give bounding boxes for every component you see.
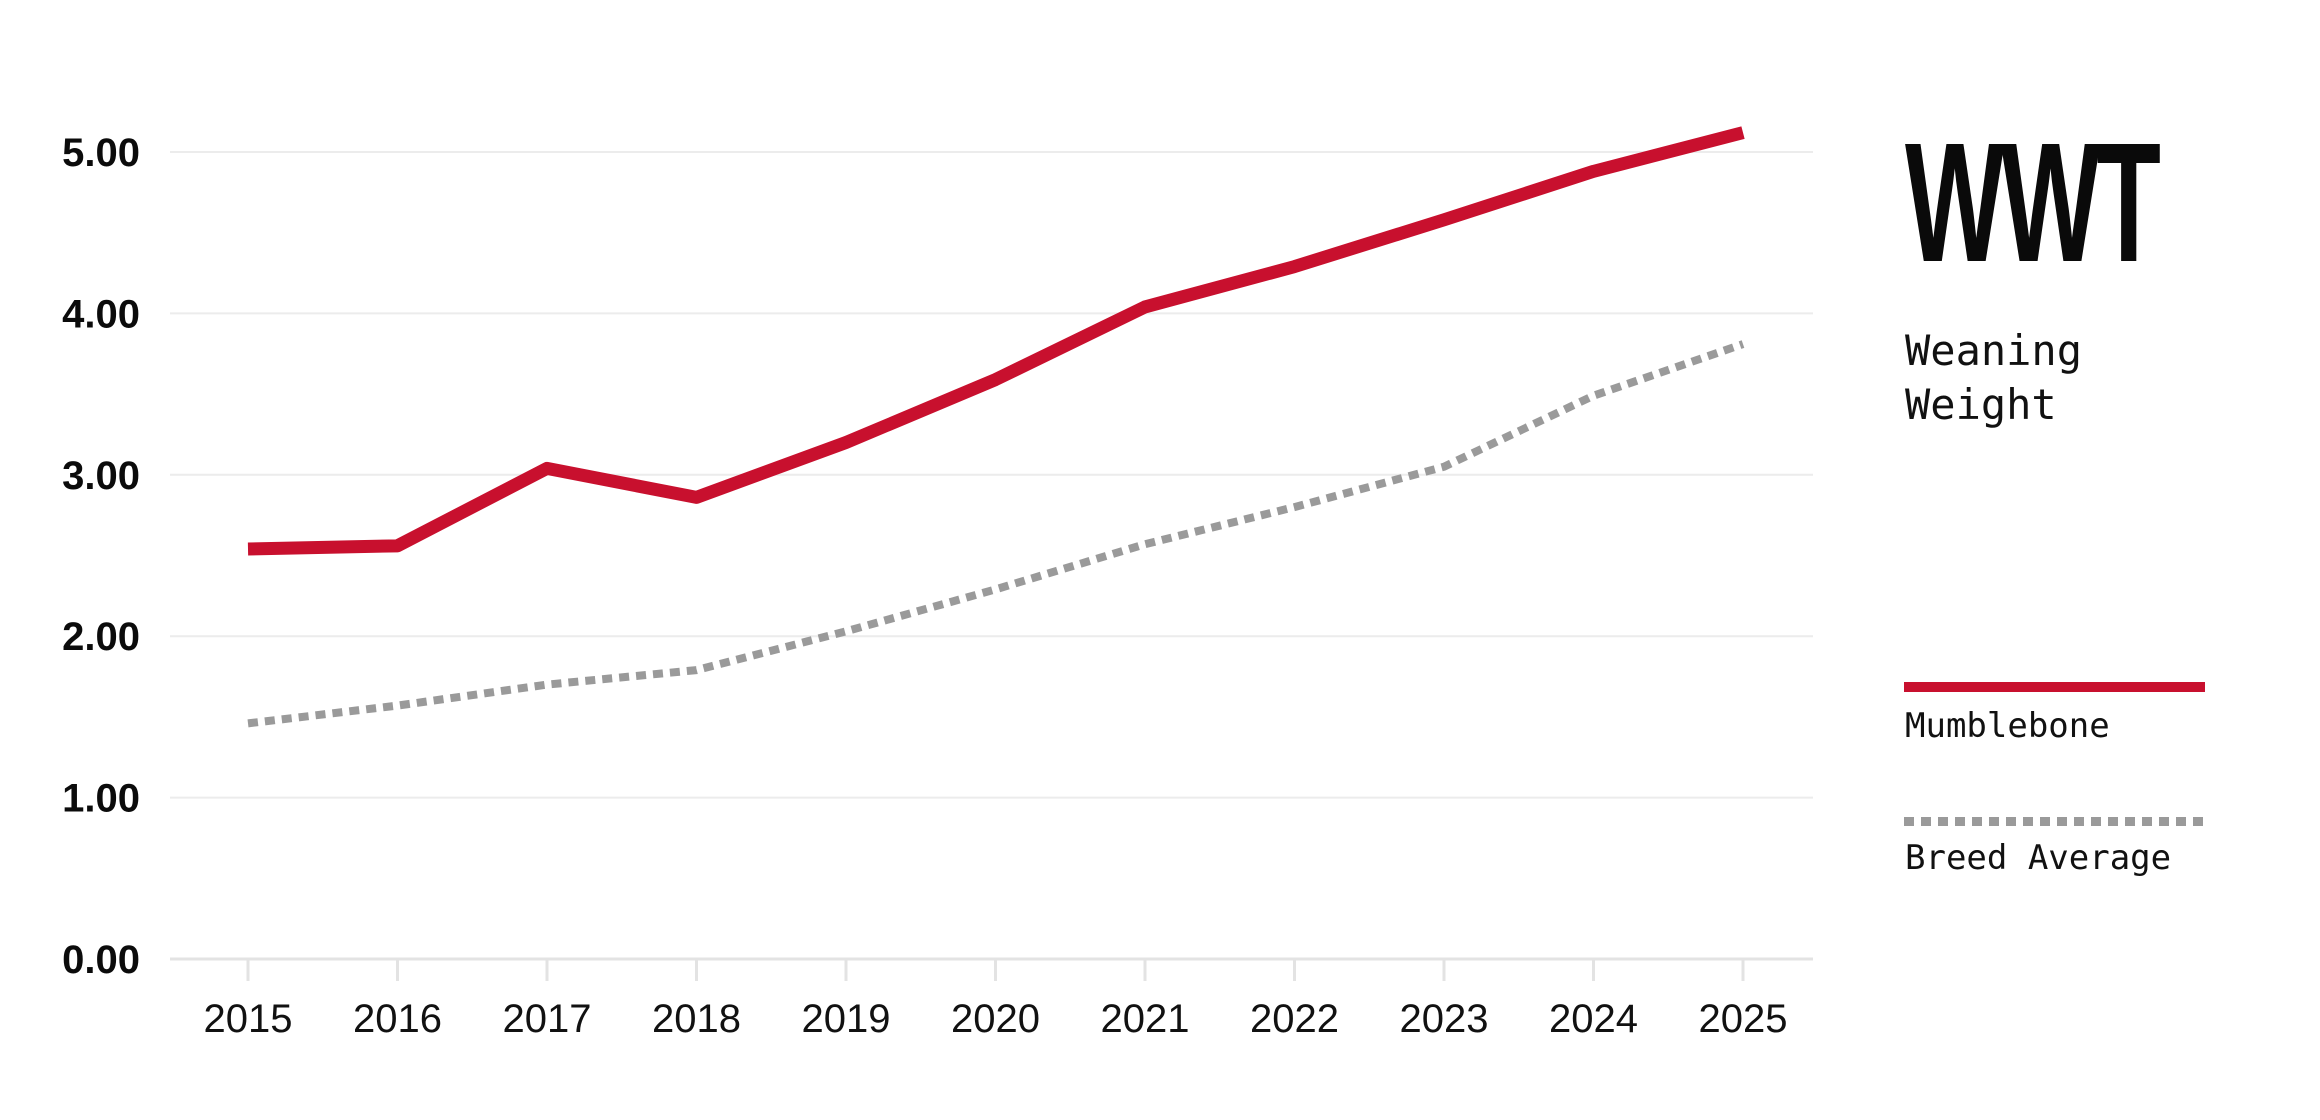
x-axis-label: 2019: [802, 997, 891, 1041]
x-axis-label: 2020: [951, 997, 1040, 1041]
x-axis-label: 2024: [1549, 997, 1638, 1041]
y-axis-label: 5.00: [62, 131, 140, 175]
y-axis-label: 4.00: [62, 292, 140, 336]
mumblebone-line: [247, 126, 1745, 556]
x-axis-label: 2015: [204, 997, 293, 1041]
x-axis-label: 2016: [353, 997, 442, 1041]
y-axis-label: 0.00: [62, 938, 140, 982]
chart-subtitle-line-2: Weight: [1905, 380, 2057, 429]
legend-mumblebone-label: Mumblebone: [1905, 706, 2110, 746]
y-axis-label: 1.00: [62, 777, 140, 821]
x-axis-label: 2018: [652, 997, 741, 1041]
chart-subtitle: Weaning Weight: [1905, 324, 2082, 432]
chart-subtitle-line-1: Weaning: [1905, 326, 2083, 375]
x-axis-label: 2025: [1699, 997, 1788, 1041]
wwt-logo: WWT: [1905, 108, 2161, 298]
y-axis-label: 2.00: [62, 615, 140, 659]
x-axis-label: 2023: [1400, 997, 1489, 1041]
legend-mumblebone-swatch: [1904, 682, 2205, 692]
y-axis-label: 3.00: [62, 454, 140, 498]
legend-breed-average-label: Breed Average: [1905, 838, 2172, 878]
breed-average-line: [247, 340, 1745, 728]
x-axis-label: 2021: [1101, 997, 1190, 1041]
x-axis-label: 2017: [503, 997, 592, 1041]
x-axis-label: 2022: [1250, 997, 1339, 1041]
legend-breed-average-swatch: [1904, 817, 2205, 826]
